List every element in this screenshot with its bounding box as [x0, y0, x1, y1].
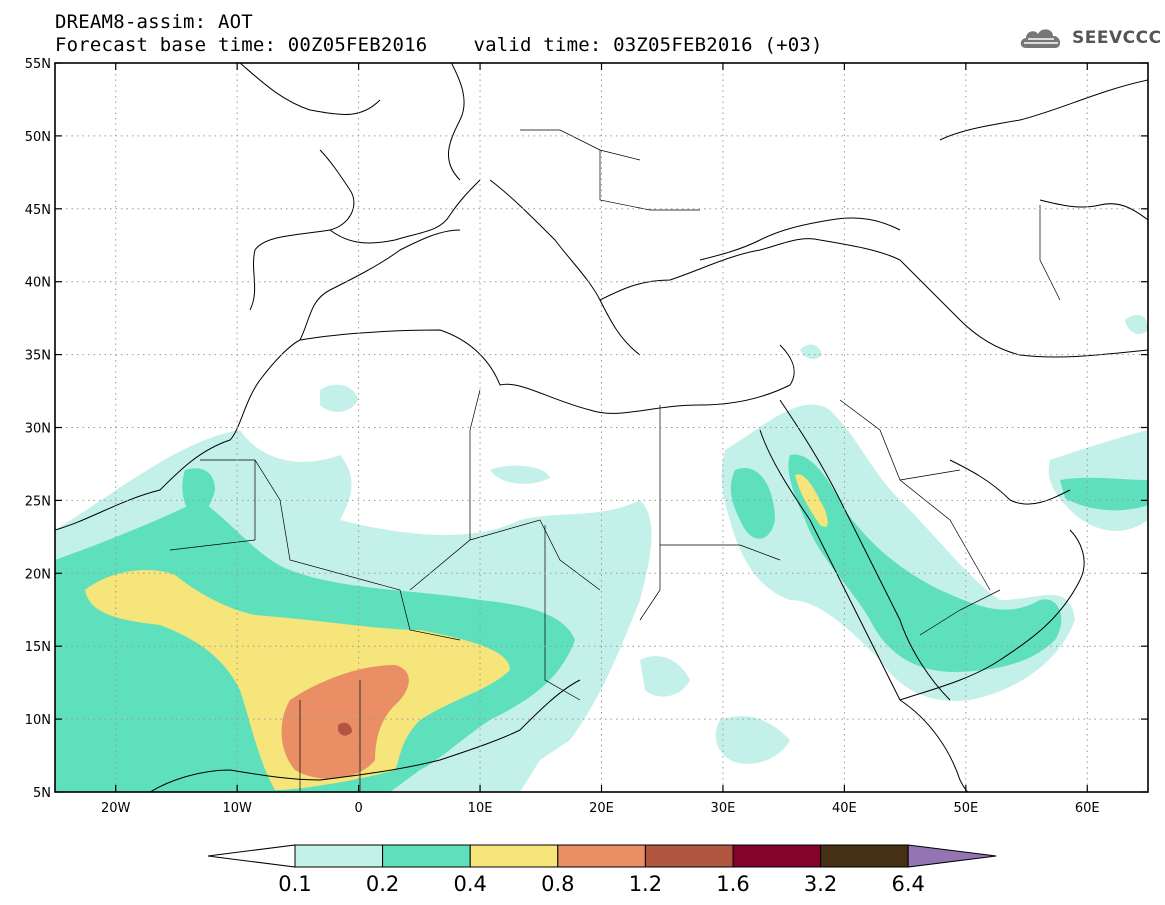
lat-label: 25N [25, 494, 51, 509]
colorbar-swatch [820, 844, 909, 868]
colorbar-tick-label: 0.4 [453, 872, 486, 896]
colorbar-swatch [732, 844, 822, 868]
colorbar-tick-label: 0.2 [366, 872, 399, 896]
map-grid [55, 63, 1148, 792]
lon-label: 20E [589, 801, 614, 816]
aot-band-1.2 [338, 722, 352, 736]
valid-time: valid time: 03Z05FEB2016 (+03) [473, 34, 823, 56]
lat-label: 50N [25, 130, 51, 145]
lat-label: 55N [25, 57, 51, 72]
lat-label: 45N [25, 203, 51, 218]
colorbar-tick-label: 1.2 [629, 872, 662, 896]
aot-band-0.4 [85, 474, 828, 790]
colorbar-tick-label: 0.8 [541, 872, 574, 896]
colorbar-swatch [644, 844, 734, 868]
lat-label: 15N [25, 640, 51, 655]
lat-label: 10N [25, 713, 51, 728]
forecast-base-time: Forecast base time: 00Z05FEB2016 [55, 34, 428, 56]
aot-band-0.8 [281, 665, 409, 779]
colorbar-tick-label: 1.6 [716, 872, 749, 896]
colorbar-over-arrow [907, 844, 997, 868]
lat-label: 40N [25, 276, 51, 291]
lon-label: 40E [832, 801, 857, 816]
colorbar-tick-label: 6.4 [891, 872, 924, 896]
cloud-icon [1020, 29, 1061, 48]
colorbar-swatch [294, 844, 384, 868]
lon-label: 50E [953, 801, 978, 816]
lon-label: 10W [222, 801, 252, 816]
longitude-labels: 20W 10W 0 10E 20E 30E 40E 50E 60E [101, 801, 1100, 816]
lat-label: 35N [25, 349, 51, 364]
coastlines [55, 63, 1148, 792]
country-borders [169, 129, 1061, 792]
colorbar-under-arrow [207, 844, 296, 868]
lon-label: 20W [101, 801, 131, 816]
lat-label: 30N [25, 422, 51, 437]
lat-label: 5N [33, 786, 51, 801]
colorbar-boxes [207, 844, 997, 868]
colorbar-tick-label: 3.2 [804, 872, 837, 896]
latitude-labels: 55N 50N 45N 40N 35N 30N 25N 20N 15N 10N 5N [25, 57, 51, 801]
forecast-time-line: Forecast base time: 00Z05FEB2016 valid ti… [55, 34, 823, 56]
colorbar-swatch [382, 844, 471, 868]
chart-title: DREAM8-assim: AOT [55, 11, 253, 33]
colorbar-swatch [469, 844, 559, 868]
lon-label: 0 [354, 801, 362, 816]
colorbar-tick-label: 0.1 [278, 872, 311, 896]
colorbar-swatch [557, 844, 646, 868]
lon-label: 60E [1075, 801, 1100, 816]
seevccc-logo: SEEVCCC [1018, 24, 1162, 52]
lat-label: 20N [25, 567, 51, 582]
lon-label: 10E [468, 801, 493, 816]
axis-ticks [55, 62, 1148, 793]
logo-text: SEEVCCC [1072, 28, 1162, 48]
lon-label: 30E [711, 801, 736, 816]
colorbar-labels: 0.1 0.2 0.4 0.8 1.2 1.6 3.2 6.4 [278, 872, 925, 896]
